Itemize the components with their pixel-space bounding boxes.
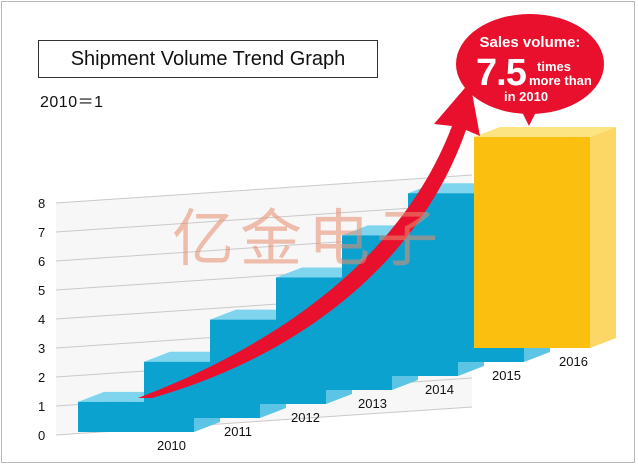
chart-subtitle: 2010＝1 bbox=[40, 94, 104, 111]
x-label-2016: 2016 bbox=[559, 354, 588, 369]
y-tick-2: 2 bbox=[38, 370, 45, 385]
y-tick-layer: 0 1 2 3 4 5 6 7 8 bbox=[38, 196, 45, 443]
callout-times: times bbox=[537, 59, 571, 74]
bar-side-2016 bbox=[590, 127, 616, 349]
x-label-2011: 2011 bbox=[224, 424, 252, 439]
gridline-8 bbox=[55, 174, 473, 204]
x-label-2012: 2012 bbox=[291, 410, 320, 425]
callout-line1: Sales volume: bbox=[479, 34, 581, 51]
y-tick-3: 3 bbox=[38, 341, 45, 356]
x-category-layer: 2010 2011 2012 2013 2014 2015 2016 bbox=[157, 354, 588, 453]
trend-arrow-layer bbox=[138, 82, 480, 398]
y-tick-4: 4 bbox=[38, 312, 45, 327]
sales-callout-badge: Sales volume: 7.5 times more than in 201… bbox=[456, 14, 604, 114]
y-tick-0: 0 bbox=[38, 428, 45, 443]
callout-number: 7.5 bbox=[476, 52, 527, 94]
callout-more-than: more than bbox=[529, 73, 592, 88]
x-label-2013: 2013 bbox=[358, 396, 387, 411]
y-tick-6: 6 bbox=[38, 254, 45, 269]
y-tick-5: 5 bbox=[38, 283, 45, 298]
x-label-2015: 2015 bbox=[492, 368, 521, 383]
y-tick-1: 1 bbox=[38, 399, 45, 414]
chart-title: Shipment Volume Trend Graph bbox=[38, 40, 378, 78]
y-tick-8: 8 bbox=[38, 196, 45, 211]
bar-2016 bbox=[474, 127, 616, 349]
trend-arrow bbox=[138, 82, 480, 398]
y-tick-7: 7 bbox=[38, 225, 45, 240]
bar-top-2016 bbox=[474, 127, 616, 138]
x-label-2014: 2014 bbox=[425, 382, 454, 397]
x-label-2010: 2010 bbox=[157, 438, 186, 453]
callout-year: in 2010 bbox=[504, 89, 549, 104]
gridline-7 bbox=[55, 203, 473, 233]
bar-front-2016 bbox=[474, 137, 590, 348]
